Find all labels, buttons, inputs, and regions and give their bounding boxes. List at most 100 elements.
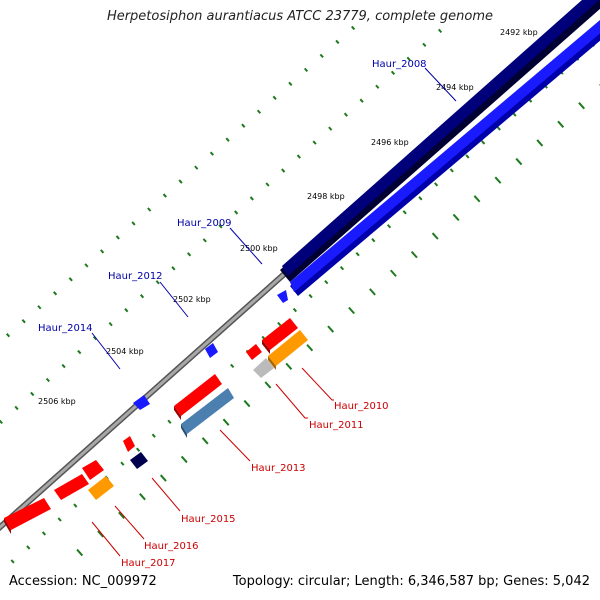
scale-label: 2504 kbp xyxy=(106,347,144,356)
gene-feature-haur-2008[interactable] xyxy=(282,0,600,276)
scale-tick xyxy=(324,279,329,285)
scale-tick xyxy=(296,154,301,159)
gene-feature-haur-2016-c[interactable] xyxy=(88,476,114,500)
scale-tick xyxy=(402,210,407,215)
gene-label-haur-2012[interactable]: Haur_2012 xyxy=(108,271,163,282)
scale-tick xyxy=(536,139,544,147)
scale-tick xyxy=(61,363,66,369)
scale-tick xyxy=(234,210,239,215)
scale-tick xyxy=(77,349,82,355)
gene-feature-haur-2013-b[interactable] xyxy=(181,388,234,434)
gene-feature-haur-2017-side[interactable] xyxy=(4,518,11,534)
scale-tick xyxy=(288,81,293,86)
scale-tick xyxy=(73,503,78,508)
gene-label-haur-2011[interactable]: Haur_2011 xyxy=(309,420,364,431)
gene-label-haur-2014[interactable]: Haur_2014 xyxy=(38,323,93,334)
gene-feature-haur-2013-b-side[interactable] xyxy=(181,424,187,438)
scale-tick xyxy=(281,168,286,173)
gene-feature-haur-2012[interactable] xyxy=(205,343,218,358)
scale-tick xyxy=(92,335,98,341)
scale-tick xyxy=(118,511,125,519)
gene-feature-haur-2011[interactable] xyxy=(268,330,308,366)
scale-tick xyxy=(21,319,26,324)
scale-tick xyxy=(180,455,188,464)
gene-feature-blue[interactable] xyxy=(290,20,600,292)
scale-tick xyxy=(285,362,293,371)
gene-label-haur-2016[interactable]: Haur_2016 xyxy=(144,541,199,552)
scale-tick xyxy=(225,137,230,142)
scale-tick xyxy=(76,548,84,557)
scale-tick xyxy=(139,493,146,501)
scale-tick xyxy=(265,182,270,187)
scale-label: 2502 kbp xyxy=(173,295,211,304)
scale-tick xyxy=(272,95,277,100)
scale-ticks xyxy=(0,25,600,564)
scale-tick xyxy=(386,224,392,229)
gene-label-haur-2015[interactable]: Haur_2015 xyxy=(181,514,236,525)
scale-tick xyxy=(351,25,356,31)
scale-tick xyxy=(389,269,397,277)
scale-tick xyxy=(243,399,251,408)
scale-tick xyxy=(115,235,120,240)
scale-tick xyxy=(371,238,376,243)
gene-feature-haur-2010-b[interactable] xyxy=(246,344,262,360)
scale-tick xyxy=(151,433,156,438)
gene-feature-navy[interactable] xyxy=(130,452,148,469)
scale-tick xyxy=(108,321,113,327)
gene-feature-grey[interactable] xyxy=(253,358,274,378)
scale-label: 2492 kbp xyxy=(500,28,538,37)
scale-label: 2494 kbp xyxy=(436,83,474,92)
gene-label-haur-2013[interactable]: Haur_2013 xyxy=(251,463,306,474)
scale-tick xyxy=(0,419,3,425)
gene-feature-haur-2009[interactable] xyxy=(277,290,288,303)
scale-tick xyxy=(327,325,335,333)
scale-tick xyxy=(256,109,262,114)
forward-gene-labels: Haur_2008 Haur_2009 Haur_2012 Haur_2014 xyxy=(38,59,457,370)
scale-tick xyxy=(328,126,333,131)
scale-tick xyxy=(167,419,172,424)
gene-label-haur-2017[interactable]: Haur_2017 xyxy=(121,558,176,569)
scale-label: 2498 kbp xyxy=(307,192,345,201)
genome-summary-text: Topology: circular; Length: 6,346,587 bp… xyxy=(232,574,590,589)
reverse-gene-labels: Haur_2010 Haur_2011 Haur_2013 Haur_2015 … xyxy=(91,367,389,569)
scale-tick xyxy=(230,363,235,369)
scale-tick xyxy=(14,405,19,411)
scale-tick xyxy=(84,263,89,268)
gene-feature-haur-2017[interactable] xyxy=(4,498,51,530)
scale-tick xyxy=(159,474,167,482)
gene-feature-haur-2015[interactable] xyxy=(123,436,135,452)
scale-labels: 2492 kbp 2494 kbp 2496 kbp 2498 kbp 2500… xyxy=(38,28,538,406)
scale-tick xyxy=(465,154,470,159)
scale-tick xyxy=(292,307,298,313)
scale-tick xyxy=(124,308,129,313)
accession-text: Accession: NC_009972 xyxy=(9,574,157,589)
gene-label-haur-2010[interactable]: Haur_2010 xyxy=(334,401,389,412)
scale-tick xyxy=(348,306,355,315)
scale-tick xyxy=(241,123,246,128)
gene-feature-haur-2013-a[interactable] xyxy=(174,374,222,416)
gene-label-haur-2009[interactable]: Haur_2009 xyxy=(177,218,232,229)
scale-tick xyxy=(249,196,254,201)
scale-tick xyxy=(162,193,167,198)
scale-tick xyxy=(100,249,105,254)
scale-tick xyxy=(355,252,360,257)
scale-tick xyxy=(369,288,376,296)
scale-tick xyxy=(201,437,209,445)
scale-tick xyxy=(171,266,176,271)
gene-feature-haur-2010-a[interactable] xyxy=(262,318,298,350)
scale-tick xyxy=(375,84,380,89)
gene-feature-haur-2016-a[interactable] xyxy=(82,460,104,480)
scale-tick xyxy=(45,377,51,383)
scale-tick xyxy=(97,530,105,538)
gene-feature-haur-2010-a-side[interactable] xyxy=(262,340,270,354)
scale-tick xyxy=(178,179,183,184)
gene-feature-haur-2011-side[interactable] xyxy=(268,356,276,370)
gene-feature-haur-2014[interactable] xyxy=(133,395,150,410)
scale-label: 2500 kbp xyxy=(240,244,278,253)
scale-tick xyxy=(437,28,443,34)
scale-tick xyxy=(557,120,565,128)
gene-feature-haur-2013-a-side[interactable] xyxy=(174,406,181,420)
gene-label-haur-2008[interactable]: Haur_2008 xyxy=(372,59,427,70)
gene-feature-haur-2016-b[interactable] xyxy=(54,474,89,500)
